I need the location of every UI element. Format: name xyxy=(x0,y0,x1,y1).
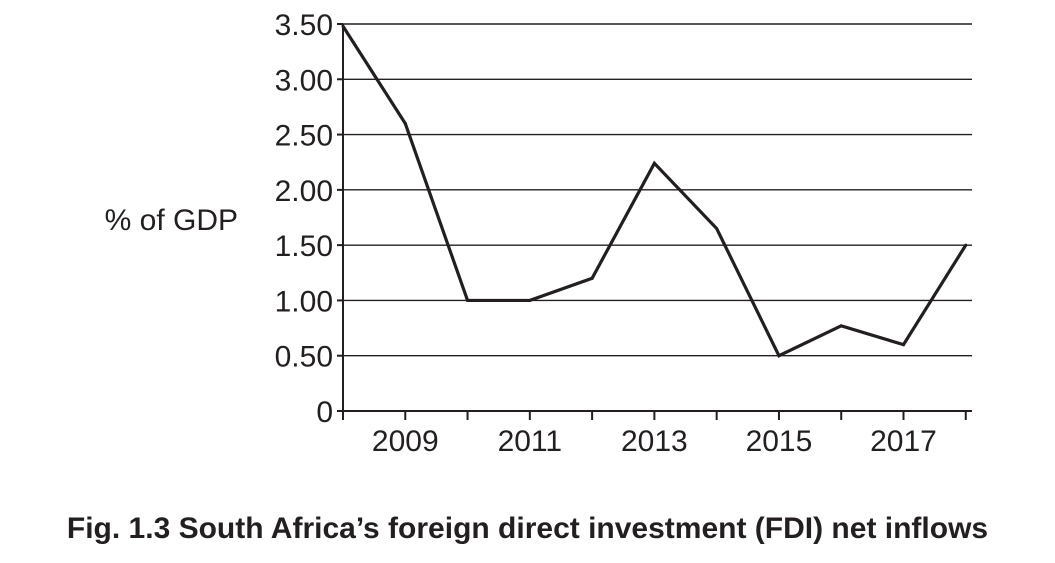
data-point xyxy=(528,298,532,302)
data-point xyxy=(715,227,719,231)
data-point xyxy=(652,161,656,165)
y-tick-label: 2.50 xyxy=(275,120,333,153)
data-point xyxy=(590,276,594,280)
y-axis-label: % of GDP xyxy=(105,204,238,237)
axes xyxy=(337,23,972,420)
y-tick-label: 1.00 xyxy=(275,285,333,318)
x-tick-label: 2015 xyxy=(746,425,813,458)
y-tick-label: 3.50 xyxy=(275,9,333,42)
x-tick-labels: 2009 2011 2013 2015 2017 xyxy=(372,425,937,458)
data-point xyxy=(839,324,843,328)
data-point xyxy=(901,343,905,347)
fdi-series xyxy=(341,24,968,358)
x-tick-label: 2009 xyxy=(372,425,439,458)
x-tick-label: 2011 xyxy=(498,425,563,458)
gridlines xyxy=(343,23,972,357)
y-tick-label: 0 xyxy=(316,396,333,429)
data-point xyxy=(466,298,470,302)
data-point xyxy=(403,122,407,126)
figure-caption: Fig. 1.3 South Africa’s foreign direct i… xyxy=(66,512,989,545)
x-tick-label: 2013 xyxy=(621,425,688,458)
y-tick-labels: 0 0.50 1.00 1.50 2.00 2.50 3.00 3.50 xyxy=(275,9,333,429)
y-tick-label: 0.50 xyxy=(275,341,333,374)
y-tick-label: 1.50 xyxy=(275,230,333,263)
data-point xyxy=(964,243,968,247)
fdi-series-line xyxy=(341,25,968,358)
data-point xyxy=(341,24,345,28)
fdi-line-chart: 00.501.001.502.002.503.003.50 2009 2011 20… xyxy=(105,9,972,458)
y-tick-label: 2.00 xyxy=(275,175,333,208)
x-tick-label: 2017 xyxy=(870,425,937,458)
y-tick-label: 3.00 xyxy=(275,64,333,97)
data-point xyxy=(777,354,781,358)
